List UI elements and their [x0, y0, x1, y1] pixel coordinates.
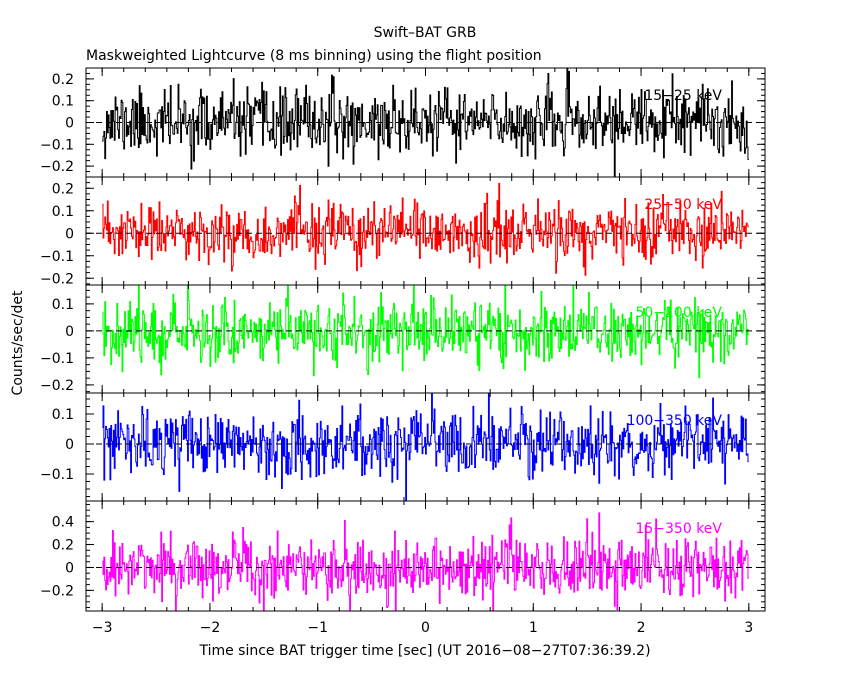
- band-label-3: 50−100 keV: [635, 305, 722, 321]
- y-tick-label: 0: [65, 560, 74, 576]
- x-tick-label: −1: [307, 620, 328, 636]
- y-tick-label: −0.2: [40, 378, 74, 394]
- y-tick-label: −0.2: [40, 271, 74, 287]
- band-label-4: 100−350 keV: [627, 413, 723, 429]
- panels-group: −0.2 −0.1 0 0.1 0.2 15−25 keV −0.2 −0.1 0 0.1 0.2 2…: [40, 67, 766, 636]
- x-tick-label: 1: [529, 620, 538, 636]
- y-tick-label: −0.1: [40, 249, 74, 265]
- y-tick-label: 0.1: [52, 204, 74, 220]
- y-tick-label: −0.1: [40, 467, 74, 483]
- band-label-5: 15−350 keV: [635, 521, 722, 537]
- y-tick-label: −0.1: [40, 351, 74, 367]
- y-tick-label: 0: [65, 437, 74, 453]
- y-tick-label: −0.1: [40, 137, 74, 153]
- y-axis-label: Counts/sec/det: [10, 290, 26, 395]
- series-line-2: [102, 182, 749, 276]
- panel-3: −0.2 −0.1 0 0.1 50−100 keV: [40, 284, 766, 394]
- y-tick-label: −0.2: [40, 159, 74, 175]
- panel-1: −0.2 −0.1 0 0.1 0.2 15−25 keV: [40, 67, 766, 178]
- x-tick-label: 2: [637, 620, 646, 636]
- x-tick-label: −2: [200, 620, 221, 636]
- panel-2: −0.2 −0.1 0 0.1 0.2 25−50 keV: [40, 176, 766, 287]
- y-tick-label: 0.1: [52, 297, 74, 313]
- y-tick-label: −0.2: [40, 583, 74, 599]
- y-tick-label: 0.4: [52, 515, 74, 531]
- x-tick-label: −3: [92, 620, 113, 636]
- band-label-2: 25−50 keV: [644, 197, 722, 213]
- y-tick-label: 0.1: [52, 94, 74, 110]
- x-axis-label: Time since BAT trigger time [sec] (UT 20…: [198, 643, 650, 659]
- band-label-1: 15−25 keV: [644, 88, 722, 104]
- y-tick-label: 0.2: [52, 538, 74, 554]
- series-line-5: [102, 512, 749, 611]
- y-tick-label: 0.2: [52, 181, 74, 197]
- y-tick-label: 0: [65, 226, 74, 242]
- panel-5: −0.2 0 0.2 0.4 15−350 keV: [40, 500, 766, 612]
- series-line-3: [102, 285, 749, 379]
- y-tick-label: 0: [65, 324, 74, 340]
- chart-title: Swift–BAT GRB: [374, 25, 477, 41]
- chart-subtitle: Maskweighted Lightcurve (8 ms binning) u…: [86, 48, 542, 64]
- y-tick-label: 0.1: [52, 407, 74, 423]
- series-line-1: [102, 68, 749, 177]
- x-tick-label: 0: [421, 620, 430, 636]
- y-tick-label: 0.2: [52, 72, 74, 88]
- x-tick-label: 3: [744, 620, 753, 636]
- panel-4: −0.1 0 0.1 100−350 keV: [40, 392, 766, 502]
- series-line-4: [102, 393, 749, 501]
- y-tick-label: 0: [65, 116, 74, 132]
